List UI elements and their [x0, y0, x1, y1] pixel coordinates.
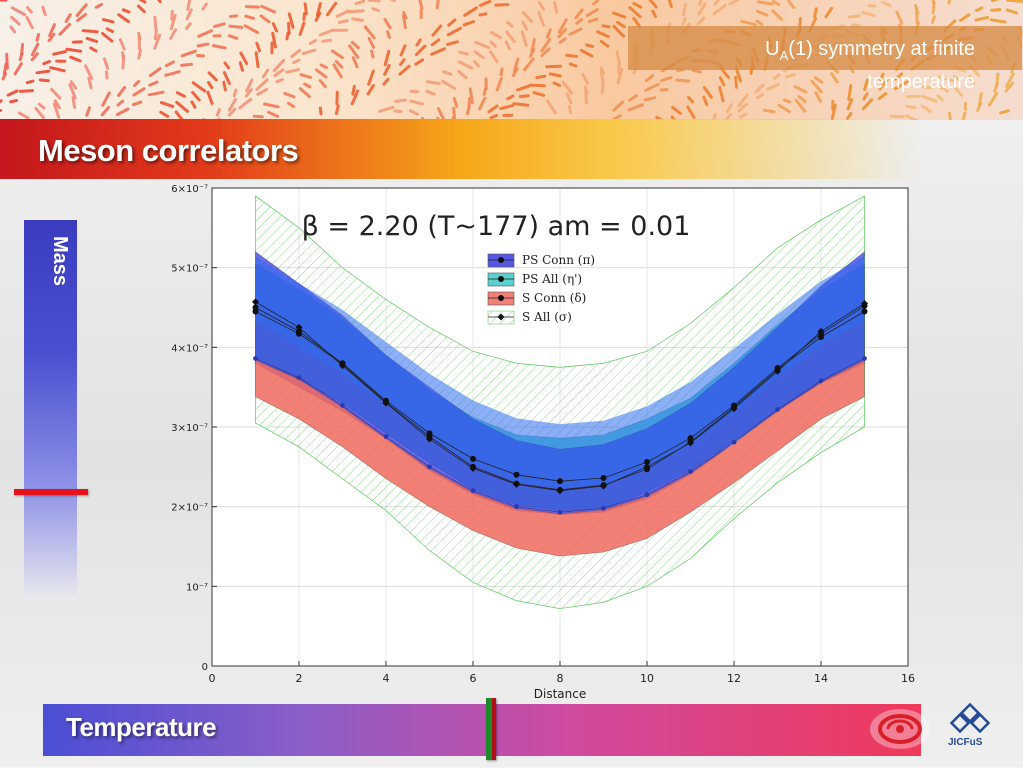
temperature-marker: [486, 698, 496, 760]
legend-marker: [498, 295, 504, 301]
x-tick-label: 14: [814, 672, 828, 685]
legend-label: S Conn (δ): [522, 291, 586, 305]
jicfus-logo-icon: [952, 705, 989, 732]
data-point: [862, 308, 868, 314]
data-point: [645, 492, 650, 497]
institute-logo-icon: [870, 709, 930, 749]
subtitle-line2: temperature: [867, 71, 975, 93]
legend-label: PS All (η'): [522, 272, 582, 286]
data-point: [340, 403, 345, 408]
y-tick-label: 0: [202, 662, 208, 673]
y-tick-label: 4×10⁻⁷: [171, 343, 208, 354]
data-point: [253, 356, 258, 361]
data-point: [297, 375, 302, 380]
data-point: [514, 472, 520, 478]
chart-title: β = 2.20 (T~177) am = 0.01: [302, 211, 691, 242]
y-tick-label: 5×10⁻⁷: [171, 264, 208, 275]
x-tick-label: 2: [296, 672, 303, 685]
logos: [868, 703, 1018, 763]
data-point: [384, 434, 389, 439]
data-point: [557, 478, 563, 484]
data-point: [470, 456, 476, 462]
x-tick-label: 8: [557, 672, 564, 685]
data-point: [732, 440, 737, 445]
data-point: [471, 488, 476, 493]
mass-label: Mass: [31, 236, 71, 306]
legend-marker: [498, 257, 504, 263]
y-tick-label: 2×10⁻⁷: [171, 503, 208, 514]
x-tick-label: 16: [901, 672, 915, 685]
y-tick-label: 6×10⁻⁷: [171, 184, 208, 195]
jicfus-logo-text: JICFuS: [948, 737, 982, 748]
x-axis-label: Distance: [534, 687, 586, 700]
x-tick-label: 0: [209, 672, 216, 685]
subtitle-sub: A: [780, 48, 789, 63]
slide-title: Meson correlators: [38, 133, 298, 169]
x-tick-label: 6: [470, 672, 477, 685]
data-point: [601, 506, 606, 511]
data-point: [775, 407, 780, 412]
data-point: [514, 504, 519, 509]
legend-marker: [498, 276, 504, 282]
legend-label: S All (σ): [522, 310, 572, 324]
data-point: [601, 475, 607, 481]
data-point: [688, 469, 693, 474]
data-point: [253, 308, 259, 314]
chart-svg: 0 2 4 6 8 10 12 14 16 0 10⁻⁷ 2×10⁻⁷ 3×10⁻⁷ 4×10⁻⁷ 5×10…: [168, 180, 924, 700]
data-point: [862, 356, 867, 361]
subtitle-post: (1) symmetry at finite: [788, 38, 975, 60]
legend-label: PS Conn (π): [522, 253, 595, 267]
data-point: [819, 378, 824, 383]
slide-subtitle: UA(1) symmetry at finite temperature: [635, 36, 975, 96]
data-point: [296, 331, 302, 337]
subtitle-pre: U: [765, 38, 779, 60]
correlator-chart: 0 2 4 6 8 10 12 14 16 0 10⁻⁷ 2×10⁻⁷ 3×10⁻⁷ 4×10⁻⁷ 5×10…: [168, 180, 924, 700]
temperature-label: Temperature: [66, 712, 216, 743]
x-tick-label: 4: [383, 672, 390, 685]
x-tick-label: 12: [727, 672, 741, 685]
data-point: [558, 510, 563, 515]
y-tick-label: 3×10⁻⁷: [171, 423, 208, 434]
data-point: [427, 464, 432, 469]
x-tick-label: 10: [640, 672, 654, 685]
y-tick-label: 10⁻⁷: [186, 582, 208, 593]
mass-marker: [14, 489, 88, 495]
